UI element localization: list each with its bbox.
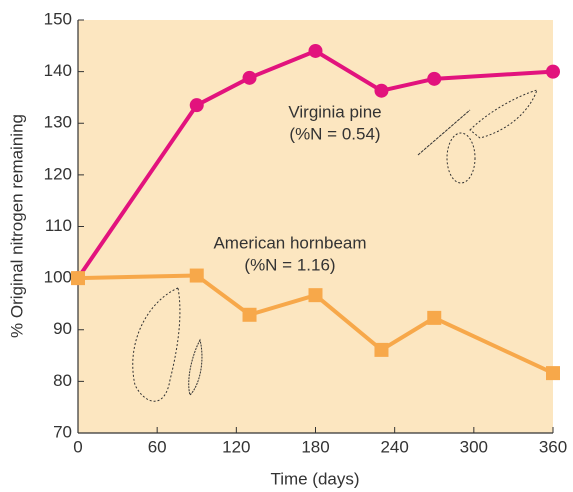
marker [427,310,442,325]
y-tick-label: 110 [45,216,72,235]
marker [546,366,560,381]
y-tick-label: 90 [53,319,72,338]
marker [374,342,389,357]
y-axis-label: % Original nitrogen remaining [7,114,26,338]
marker [374,83,389,98]
marker [242,70,257,85]
marker [189,98,204,113]
x-tick-label: 300 [460,437,488,456]
y-tick-label: 130 [44,113,72,132]
x-tick-label: 60 [148,437,167,456]
y-tick-label: 150 [44,9,72,28]
y-tick-label: 100 [44,268,72,287]
marker [308,288,323,303]
y-tick-label: 80 [53,371,72,390]
x-axis-label: Time (days) [270,469,359,488]
y-tick-label: 120 [44,164,72,183]
plot-area [78,20,553,433]
x-tick-label: 360 [539,437,567,456]
x-tick-label: 240 [380,437,408,456]
x-tick-label: 180 [301,437,329,456]
marker [427,71,442,86]
marker [308,43,323,58]
marker [546,64,560,79]
annotation: Virginia pine [288,102,381,121]
marker [242,307,257,322]
leaf-drawing [132,89,538,402]
marker [71,271,85,286]
y-tick-label: 70 [53,422,72,441]
x-tick-label: 120 [222,437,250,456]
y-tick-label: 140 [44,61,72,80]
marker [189,268,204,283]
x-tick-label: 0 [73,437,82,456]
annotation: American hornbeam [213,233,366,252]
annotation: (%N = 0.54) [289,124,380,143]
annotation: (%N = 1.16) [244,255,335,274]
